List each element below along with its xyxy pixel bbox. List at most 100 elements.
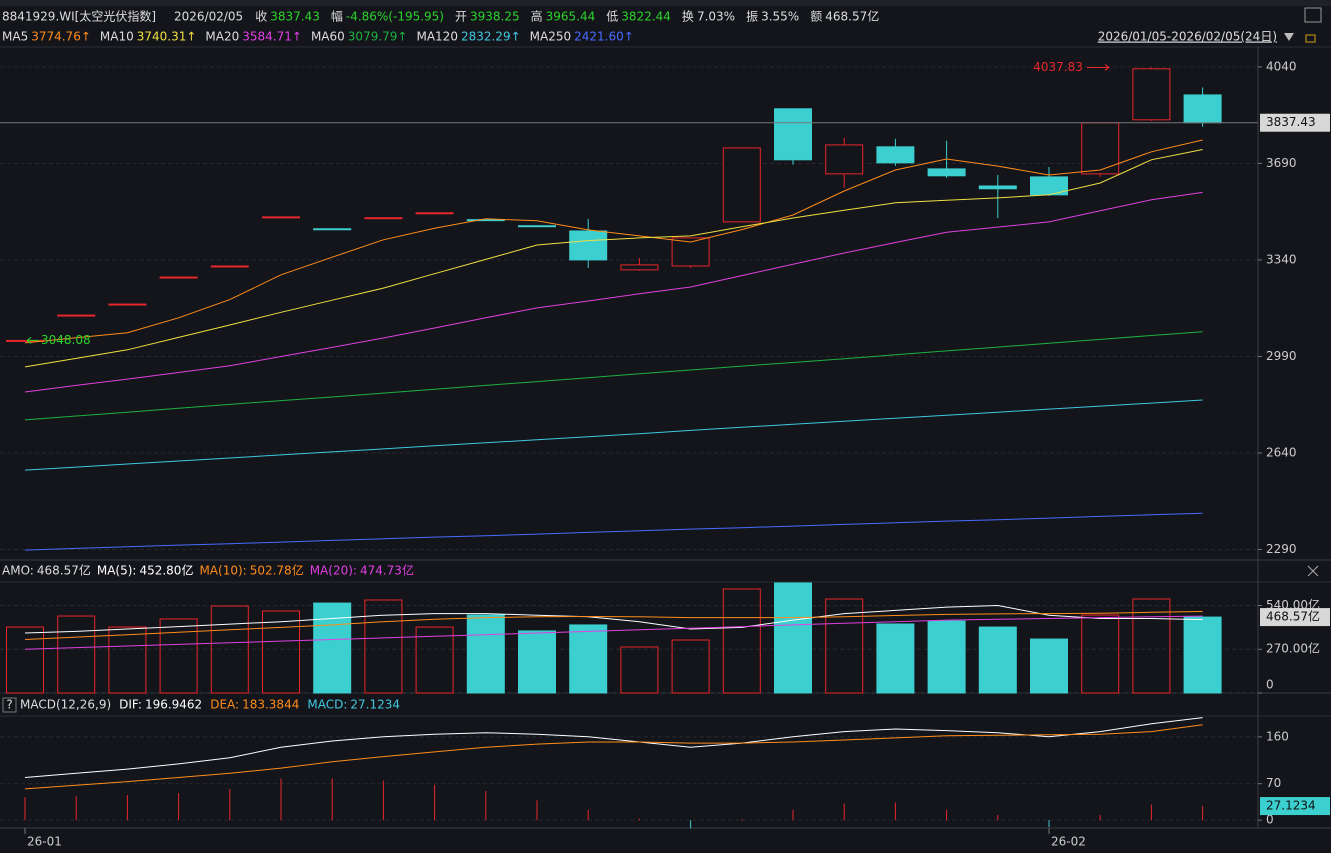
volume-legend-name: MA(10): (199, 564, 246, 578)
toolbar[interactable] (0, 0, 1331, 6)
volume-bar (466, 614, 505, 694)
field-value: 3822.44 (621, 10, 671, 24)
candle-body (825, 144, 864, 175)
candle-body (876, 146, 915, 164)
field-label: 振 (746, 10, 758, 24)
field-value: 3965.44 (546, 10, 596, 24)
volume-bar (1132, 598, 1171, 694)
volume-ma-line (24, 615, 1203, 650)
macd-legend-value: 183.3844 (242, 698, 299, 712)
volume-bar (210, 605, 249, 694)
candle-body (927, 168, 966, 177)
x-tick-label: 26-01 (27, 835, 62, 849)
candle-body (569, 230, 608, 261)
macd-legend-value: 27.1234 (350, 698, 400, 712)
volume-tag-bg (1260, 608, 1330, 627)
ma-line (24, 149, 1203, 368)
field-value: 3.55% (761, 10, 799, 24)
candle-body (722, 147, 761, 223)
volume-bar (774, 582, 812, 694)
volume-bar (671, 639, 710, 694)
volume-ma-line (24, 604, 1203, 634)
volume-bar (57, 615, 96, 694)
volume-bar (518, 630, 556, 694)
field-label: 幅 (331, 9, 343, 24)
candle-body (671, 237, 710, 267)
macd-legend-name: MACD: (307, 698, 347, 712)
y-tick-label: 160 (1266, 729, 1289, 743)
volume-bar (108, 626, 147, 694)
volume-bar (569, 624, 608, 694)
field-value: -4.86%(-195.95) (346, 10, 444, 24)
high-arrow (1086, 64, 1110, 71)
volume-legend-value: 502.78亿 (250, 563, 304, 578)
candle-body (159, 276, 198, 279)
macd-legend-value: 196.9462 (145, 698, 202, 712)
volume-bar (364, 599, 403, 694)
candle-body (1081, 122, 1120, 175)
ma-legend-value: 3774.76↑ (31, 30, 91, 44)
help-text[interactable]: ? (6, 698, 12, 712)
candle-body (108, 303, 147, 306)
candle-body (620, 264, 659, 271)
candle-body (774, 108, 812, 161)
y-tick-label: 0 (1266, 813, 1274, 827)
candle-body (262, 216, 300, 219)
field-label: 收 (255, 10, 267, 24)
volume-bar (722, 588, 761, 694)
ma-line (24, 191, 1203, 393)
security-code: 8841929.WI[太空光伏指数] (2, 9, 156, 24)
y-tick-label: 70 (1266, 776, 1281, 790)
candle-body (518, 225, 556, 228)
ma-line (24, 331, 1203, 421)
volume-legend-value: 468.57亿 (37, 563, 91, 578)
candle-body (415, 212, 454, 215)
volume-bar (978, 626, 1017, 694)
field-value: 3837.43 (270, 10, 320, 24)
toolbar-icon[interactable] (1304, 7, 1322, 23)
volume-legend-name: MA(5): (97, 564, 137, 578)
ma-legend-value: 3079.79↑ (348, 30, 408, 44)
ma-line (24, 399, 1203, 471)
y-tick-label: 0 (1266, 678, 1274, 692)
macd-tag: 27.1234 (1266, 799, 1316, 813)
volume-bar (1183, 616, 1222, 694)
field-label: 换 (682, 10, 694, 24)
volume-tag: 468.57亿 (1266, 609, 1320, 624)
volume-bar (1081, 614, 1120, 694)
candle-body (313, 228, 352, 231)
y-tick-label: 2290 (1266, 542, 1297, 556)
ma-legend-name: MA250 (530, 30, 571, 44)
volume-bar (620, 646, 659, 694)
date-range[interactable]: 2026/01/05-2026/02/05(24日) (1098, 30, 1277, 44)
field-value: 7.03% (697, 10, 735, 24)
y-tick-label: 3340 (1266, 252, 1297, 266)
dropdown-icon[interactable] (1284, 33, 1294, 41)
volume-legend-value: 452.80亿 (139, 563, 193, 578)
volume-bar (6, 626, 44, 694)
candle-body (210, 265, 249, 268)
volume-bar (927, 620, 966, 694)
ma-legend-name: MA60 (311, 30, 345, 44)
close-button[interactable] (1307, 565, 1319, 577)
low-label: 3048.08 (41, 333, 91, 347)
y-tick-label: 2640 (1266, 445, 1297, 459)
candle-body (57, 314, 96, 317)
field-label: 高 (531, 9, 543, 24)
y-tick-label: 4040 (1266, 59, 1297, 73)
volume-bar (262, 610, 300, 694)
ma-legend-name: MA20 (205, 30, 239, 44)
volume-bar (876, 623, 915, 694)
candle-body (1132, 68, 1171, 121)
ma-legend-name: MA120 (416, 30, 457, 44)
field-label: 开 (455, 10, 467, 24)
lock-icon[interactable] (1305, 34, 1316, 43)
last-price-tag: 3837.43 (1266, 115, 1316, 129)
macd-line (24, 724, 1203, 790)
ma-legend-value: 3584.71↑ (242, 30, 302, 44)
help-icon[interactable] (2, 697, 17, 713)
volume-ma-line (24, 611, 1203, 640)
